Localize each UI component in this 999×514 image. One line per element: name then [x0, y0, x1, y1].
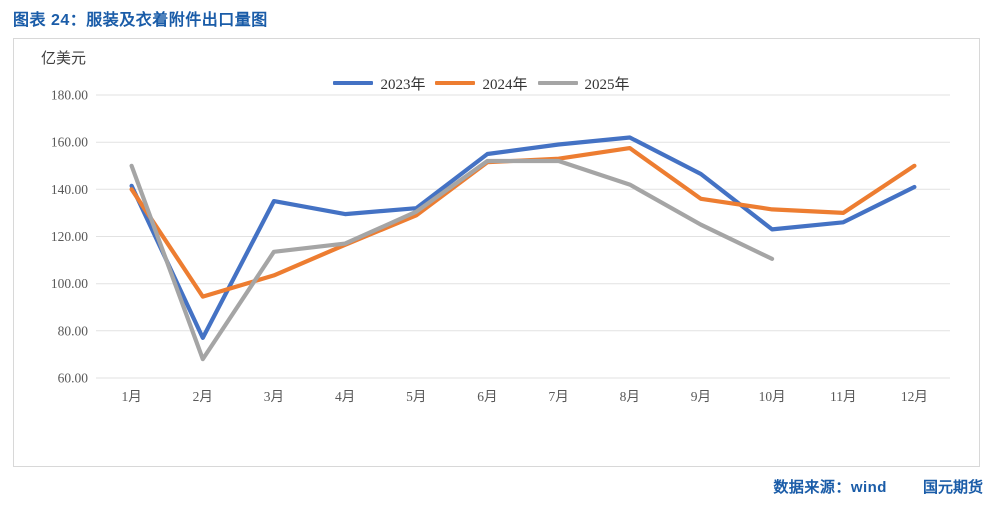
legend-label-2025: 2025年	[584, 76, 630, 93]
svg-text:120.00: 120.00	[51, 229, 88, 244]
legend-item-2025: 2025年	[537, 73, 630, 94]
svg-text:80.00: 80.00	[58, 323, 89, 338]
svg-text:180.00: 180.00	[51, 88, 88, 103]
svg-text:140.00: 140.00	[51, 182, 88, 197]
svg-text:9月: 9月	[691, 389, 711, 404]
svg-text:12月: 12月	[901, 389, 928, 404]
svg-text:1月: 1月	[121, 389, 141, 404]
y-axis-unit-label: 亿美元	[41, 51, 87, 67]
legend-line-swatch-2024	[435, 81, 476, 85]
svg-text:6月: 6月	[477, 389, 497, 404]
legend-item-2024: 2024年	[435, 73, 528, 94]
chart-legend: 2023年 2024年 2025年	[14, 73, 949, 94]
legend-line-swatch-2023	[333, 81, 374, 85]
svg-text:5月: 5月	[406, 389, 426, 404]
svg-text:160.00: 160.00	[51, 135, 88, 150]
chart-title: 图表 24：服装及衣着附件出口量图	[13, 12, 268, 29]
svg-text:8月: 8月	[620, 389, 640, 404]
svg-text:3月: 3月	[264, 389, 284, 404]
svg-text:60.00: 60.00	[58, 371, 89, 386]
legend-line-swatch-2025	[537, 81, 578, 85]
svg-text:2月: 2月	[193, 389, 213, 404]
legend-label-2024: 2024年	[482, 76, 528, 93]
legend-item-2023: 2023年	[333, 73, 425, 94]
svg-text:7月: 7月	[548, 389, 568, 404]
line-plot-canvas: 60.00 80.00 100.00 120.00 140.00 160.00 180.00…	[51, 88, 950, 404]
brand-name: 国元期货	[922, 479, 983, 496]
data-source-label: 数据来源：wind	[773, 479, 887, 496]
svg-text:4月: 4月	[335, 389, 355, 404]
chart-container: 亿美元 2023年 2024年 2025年 60.00 80.00 100.00 12…	[13, 38, 980, 467]
footer: 数据来源：wind 国元期货	[773, 476, 983, 497]
svg-text:10月: 10月	[759, 389, 786, 404]
svg-text:100.00: 100.00	[51, 276, 88, 291]
svg-text:11月: 11月	[830, 389, 857, 404]
legend-label-2023: 2023年	[380, 76, 426, 93]
